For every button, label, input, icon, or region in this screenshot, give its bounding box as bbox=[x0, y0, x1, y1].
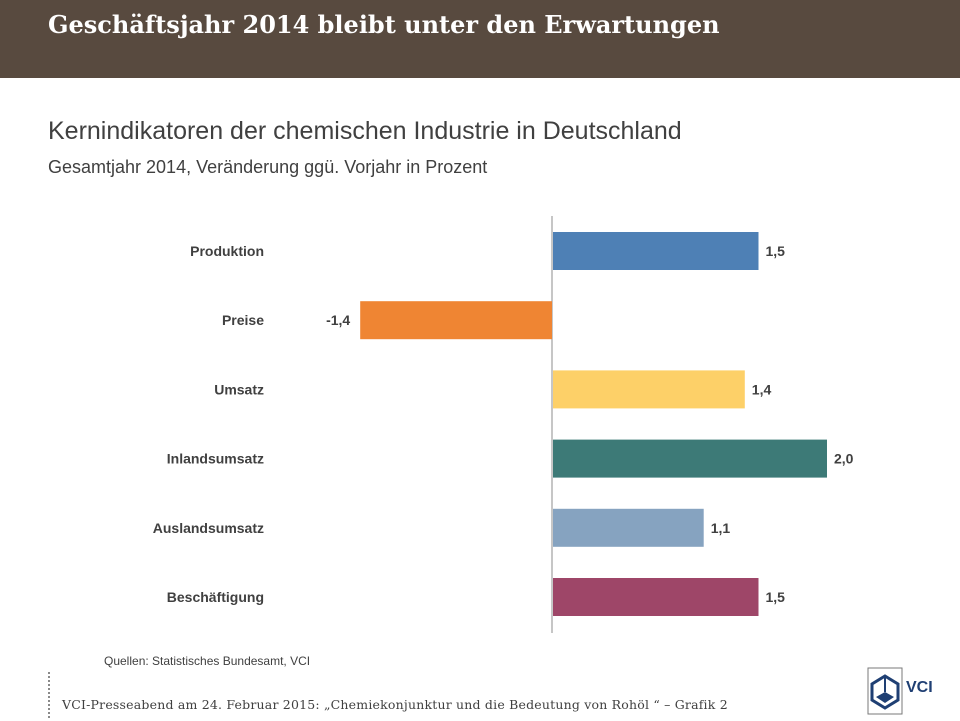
value-label-4: 1,1 bbox=[711, 520, 731, 536]
category-label-0: Produktion bbox=[190, 243, 264, 259]
footer-divider bbox=[48, 672, 54, 718]
bar-4 bbox=[553, 508, 704, 547]
vci-logo-text: VCI bbox=[906, 679, 933, 696]
bar-0 bbox=[553, 232, 759, 270]
page-title: Geschäftsjahr 2014 bleibt unter den Erwa… bbox=[48, 10, 720, 39]
bar-1 bbox=[360, 301, 552, 340]
value-label-0: 1,5 bbox=[766, 243, 786, 259]
category-label-1: Preise bbox=[222, 312, 264, 328]
chart-subtitle: Gesamtjahr 2014, Veränderung ggü. Vorjah… bbox=[48, 157, 488, 177]
category-label-2: Umsatz bbox=[214, 381, 264, 397]
bar-5 bbox=[553, 578, 759, 616]
value-label-3: 2,0 bbox=[834, 451, 854, 467]
footer-text: VCI-Presseabend am 24. Februar 2015: „Ch… bbox=[62, 697, 728, 712]
bar-2 bbox=[553, 370, 745, 409]
category-label-5: Beschäftigung bbox=[167, 589, 264, 605]
vci-logo: VCI bbox=[866, 666, 936, 716]
category-label-3: Inlandsumsatz bbox=[167, 451, 264, 467]
value-label-1: -1,4 bbox=[326, 312, 350, 328]
value-label-5: 1,5 bbox=[766, 589, 786, 605]
chart-title: Kernindikatoren der chemischen Industrie… bbox=[48, 117, 682, 145]
value-label-2: 1,4 bbox=[752, 381, 772, 397]
category-label-4: Auslandsumsatz bbox=[153, 520, 264, 536]
source-note: Quellen: Statistisches Bundesamt, VCI bbox=[104, 654, 311, 668]
header-bar: Geschäftsjahr 2014 bleibt unter den Erwa… bbox=[0, 0, 960, 78]
bar-3 bbox=[553, 439, 827, 478]
